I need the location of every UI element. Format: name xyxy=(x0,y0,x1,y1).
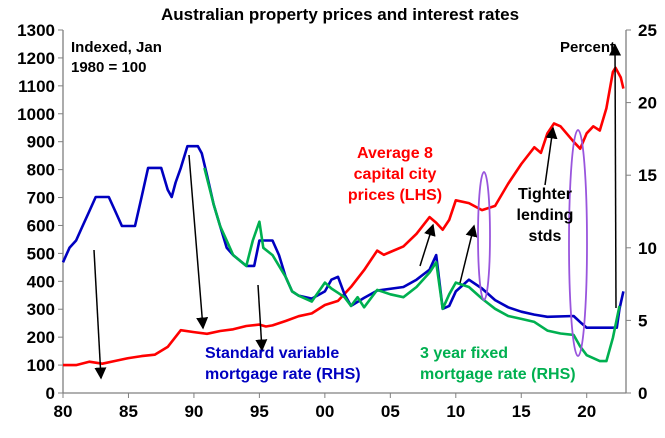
highlight-ellipse xyxy=(568,129,588,357)
x-tick-label: 20 xyxy=(577,402,596,421)
x-tick-label: 05 xyxy=(381,402,400,421)
right-tick-label: 10 xyxy=(638,239,657,258)
left-axis-note-line1: Indexed, Jan xyxy=(71,39,162,56)
x-tick-label: 10 xyxy=(446,402,465,421)
left-tick-label: 1300 xyxy=(17,21,55,40)
left-tick-label: 0 xyxy=(46,384,55,403)
left-tick-label: 700 xyxy=(27,189,55,208)
left-tick-label: 1100 xyxy=(18,77,55,96)
x-tick-label: 90 xyxy=(184,402,203,421)
annotation-arrow xyxy=(459,224,478,284)
highlight-ellipse xyxy=(477,171,491,301)
x-tick-label: 00 xyxy=(315,402,334,421)
x-tick-label: 85 xyxy=(119,402,138,421)
left-tick-label: 200 xyxy=(27,328,55,347)
right-tick-label: 15 xyxy=(638,166,657,185)
x-tick-label: 80 xyxy=(54,402,73,421)
left-axis-note-line2: 1980 = 100 xyxy=(71,59,147,76)
series-label-fixed: mortgage rate (RHS) xyxy=(420,366,576,383)
annotation-arrow xyxy=(188,154,209,330)
annotation-tighter-lending: stds xyxy=(529,228,562,245)
annotation-tighter-lending: lending xyxy=(517,207,574,224)
right-tick-label: 0 xyxy=(638,384,647,403)
chart-title: Australian property prices and interest … xyxy=(161,5,519,24)
annotation-arrow xyxy=(544,126,558,186)
left-tick-label: 500 xyxy=(27,244,55,263)
annotation-arrow xyxy=(609,43,622,309)
left-tick-label: 300 xyxy=(27,300,55,319)
right-axis-note: Percent xyxy=(560,39,615,56)
left-tick-label: 100 xyxy=(27,356,55,375)
left-tick-label: 600 xyxy=(27,216,55,235)
annotation-arrow xyxy=(419,223,436,267)
annotation-tighter-lending: Tighter xyxy=(518,186,572,203)
right-tick-label: 5 xyxy=(638,311,647,330)
x-tick-label: 95 xyxy=(250,402,269,421)
series-label-variable: Standard variable xyxy=(205,345,339,362)
series-label-fixed: 3 year fixed xyxy=(420,345,508,362)
series-label-prices: prices (LHS) xyxy=(348,187,442,204)
right-tick-label: 25 xyxy=(638,21,657,40)
x-tick-label: 15 xyxy=(512,402,531,421)
left-tick-label: 800 xyxy=(27,161,55,180)
left-tick-label: 900 xyxy=(27,133,55,152)
left-tick-label: 1000 xyxy=(17,105,55,124)
series-label-variable: mortgage rate (RHS) xyxy=(205,366,361,383)
series-label-prices: capital city xyxy=(354,166,437,183)
fixed-series-line xyxy=(203,167,621,363)
right-tick-label: 20 xyxy=(638,94,657,113)
left-tick-label: 1200 xyxy=(17,49,55,68)
series-label-prices: Average 8 xyxy=(357,145,433,162)
left-tick-label: 400 xyxy=(27,272,55,291)
annotation-arrow xyxy=(255,284,268,352)
annotation-arrow xyxy=(93,249,107,380)
